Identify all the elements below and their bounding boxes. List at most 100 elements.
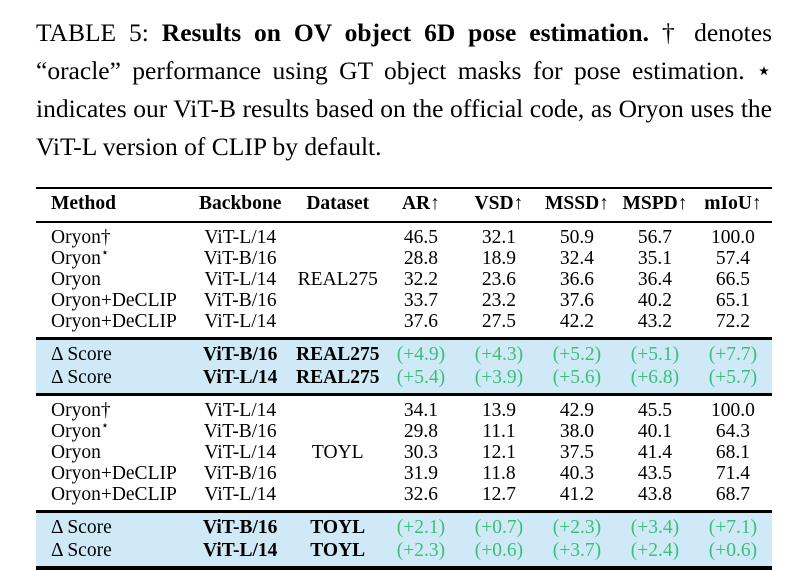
cell bbox=[294, 395, 382, 422]
cell: 23.6 bbox=[481, 269, 516, 290]
cell: 13.9 bbox=[481, 400, 516, 421]
cell: Oryon† bbox=[51, 400, 111, 421]
column-header: MSPD↑ bbox=[622, 193, 688, 214]
cell: ViT-B/16 bbox=[203, 517, 278, 538]
cell: (+0.7) bbox=[474, 517, 524, 538]
cell: 27.5 bbox=[481, 311, 516, 332]
cell: TOYL bbox=[310, 540, 366, 561]
cell: 43.5 bbox=[637, 463, 673, 484]
cell: (+4.3) bbox=[474, 344, 524, 365]
cell: TOYL bbox=[310, 517, 366, 538]
cell: (+2.4) bbox=[630, 540, 680, 561]
cell: 68.1 bbox=[715, 442, 751, 463]
cell: (+0.6) bbox=[708, 540, 758, 561]
cell: Δ Score bbox=[51, 344, 112, 365]
cell: Oryon+DeCLIP bbox=[51, 484, 177, 505]
cell: 32.6 bbox=[403, 484, 438, 505]
table-row: Δ Score ViT-L/14 TOYL (+2.3) (+0.6) (+3.7) (+2… bbox=[36, 539, 772, 568]
cell: ViT-L/14 bbox=[204, 269, 277, 290]
cell: 29.8 bbox=[403, 421, 438, 442]
cell: 100.0 bbox=[711, 400, 755, 421]
column-header: VSD↑ bbox=[474, 193, 524, 214]
delta-score-section: Δ Score ViT-B/16 TOYL (+2.1) (+0.7) (+2.3) (+3… bbox=[36, 511, 772, 568]
cell: 100.0 bbox=[711, 227, 755, 248]
cell: REAL275 bbox=[296, 367, 380, 388]
cell: ViT-L/14 bbox=[204, 227, 277, 248]
table-row: Δ Score ViT-L/14 REAL275 (+5.4) (+3.9) (+5.6)… bbox=[36, 366, 772, 395]
cell: 30.3 bbox=[403, 442, 438, 463]
cell bbox=[294, 290, 382, 311]
cell: 32.4 bbox=[559, 248, 594, 269]
cell: Oryon⋆ bbox=[51, 244, 109, 270]
cell: TOYL bbox=[311, 442, 364, 463]
data-section: Oryon† ViT-L/14 34.1 13.9 42.9 45.5 100.0 Oryon… bbox=[36, 395, 772, 512]
cell: REAL275 bbox=[297, 269, 378, 290]
cell: ViT-L/14 bbox=[203, 540, 278, 561]
cell: (+5.6) bbox=[552, 367, 602, 388]
cell: 37.6 bbox=[559, 290, 594, 311]
cell: 71.4 bbox=[715, 463, 751, 484]
star-superscript: ⋆ bbox=[100, 244, 109, 260]
table-row: Oryon+DeCLIP ViT-B/16 31.9 11.8 40.3 43.5 71.4 bbox=[36, 463, 772, 484]
cell: Oryon+DeCLIP bbox=[51, 290, 177, 311]
cell: ViT-L/14 bbox=[204, 442, 277, 463]
table-row: Oryon⋆ ViT-B/16 28.8 18.9 32.4 35.1 57.4 bbox=[36, 244, 772, 270]
caption-note: † denotes “oracle” performance using GT … bbox=[36, 18, 772, 161]
cell bbox=[294, 222, 382, 248]
cell: 28.8 bbox=[403, 248, 438, 269]
cell: 45.5 bbox=[637, 400, 673, 421]
table-head: Method Backbone Dataset AR↑ VSD↑ MSSD↑ MSPD↑ mI… bbox=[36, 188, 772, 222]
cell: REAL275 bbox=[296, 344, 380, 365]
cell: Oryon bbox=[51, 442, 101, 463]
cell: 65.1 bbox=[715, 290, 751, 311]
cell: (+3.4) bbox=[630, 517, 680, 538]
cell: 34.1 bbox=[403, 400, 438, 421]
cell: ViT-B/16 bbox=[203, 344, 278, 365]
cell: (+5.7) bbox=[708, 367, 758, 388]
cell: Oryon⋆ bbox=[51, 417, 109, 443]
cell: 18.9 bbox=[481, 248, 516, 269]
caption-label: TABLE 5: bbox=[36, 18, 162, 47]
cell: 46.5 bbox=[403, 227, 438, 248]
cell: 43.2 bbox=[637, 311, 673, 332]
cell: ViT-B/16 bbox=[203, 421, 277, 442]
cell: 41.2 bbox=[559, 484, 594, 505]
cell: (+2.3) bbox=[396, 540, 446, 561]
cell: 64.3 bbox=[715, 421, 751, 442]
cell: 11.8 bbox=[482, 463, 516, 484]
cell: Oryon bbox=[51, 269, 101, 290]
cell: 38.0 bbox=[559, 421, 594, 442]
cell: 35.1 bbox=[637, 248, 673, 269]
cell bbox=[294, 463, 382, 484]
cell: 36.4 bbox=[637, 269, 673, 290]
cell: ViT-B/16 bbox=[203, 290, 277, 311]
cell: Δ Score bbox=[51, 367, 112, 388]
cell: 56.7 bbox=[637, 227, 673, 248]
cell: Oryon+DeCLIP bbox=[51, 311, 177, 332]
cell bbox=[294, 248, 382, 269]
cell: 40.1 bbox=[637, 421, 673, 442]
table-row: Oryon+DeCLIP ViT-L/14 32.6 12.7 41.2 43.8 68.7 bbox=[36, 484, 772, 512]
cell: 72.2 bbox=[715, 311, 751, 332]
cell: 37.6 bbox=[403, 311, 438, 332]
cell: (+2.1) bbox=[396, 517, 446, 538]
cell: (+7.1) bbox=[708, 517, 758, 538]
cell: (+6.8) bbox=[630, 367, 680, 388]
table-row: Δ Score ViT-B/16 TOYL (+2.1) (+0.7) (+2.3) (+3… bbox=[36, 512, 772, 540]
cell: 12.7 bbox=[481, 484, 516, 505]
table-row: Oryon+DeCLIP ViT-L/14 37.6 27.5 42.2 43.2 72.2 bbox=[36, 311, 772, 339]
cell bbox=[294, 311, 382, 339]
cell: 40.2 bbox=[637, 290, 673, 311]
cell: ViT-B/16 bbox=[203, 463, 277, 484]
column-header: Backbone bbox=[199, 193, 282, 214]
cell: Oryon+DeCLIP bbox=[51, 463, 177, 484]
cell: 37.5 bbox=[559, 442, 594, 463]
cell: (+3.9) bbox=[474, 367, 524, 388]
cell: 42.9 bbox=[559, 400, 594, 421]
column-header: MSSD↑ bbox=[544, 193, 609, 214]
results-table: Method Backbone Dataset AR↑ VSD↑ MSSD↑ MSPD↑ mI… bbox=[36, 187, 772, 570]
cell: (+5.1) bbox=[630, 344, 680, 365]
cell bbox=[294, 484, 382, 512]
column-header: AR↑ bbox=[401, 193, 440, 214]
